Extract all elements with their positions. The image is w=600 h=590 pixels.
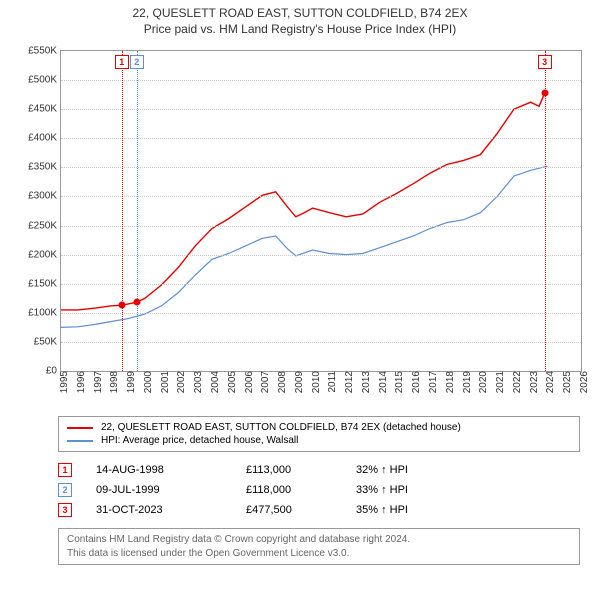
ytick-label: £350K [28, 162, 61, 173]
sale-row-marker: 1 [58, 463, 72, 477]
xtick-label: 2007 [258, 371, 271, 393]
sale-dot [541, 90, 548, 97]
ytick-label: £50K [34, 336, 61, 347]
sale-price: £118,000 [246, 484, 356, 496]
chart: £0£50K£100K£150K£200K£250K£300K£350K£400… [15, 40, 585, 410]
sale-pct: 33% ↑ HPI [356, 484, 486, 496]
legend-label: HPI: Average price, detached house, Wals… [101, 435, 298, 446]
legend-swatch [67, 427, 93, 429]
gridline [61, 80, 581, 81]
gridline [61, 226, 581, 227]
sale-row-marker: 2 [58, 483, 72, 497]
ytick-label: £100K [28, 307, 61, 318]
sale-price: £113,000 [246, 464, 356, 476]
xtick-label: 2014 [376, 371, 389, 393]
sale-vertical-line [137, 51, 138, 371]
legend-item: HPI: Average price, detached house, Wals… [67, 434, 571, 447]
legend-label: 22, QUESLETT ROAD EAST, SUTTON COLDFIELD… [101, 422, 461, 433]
ytick-label: £200K [28, 249, 61, 260]
sale-marker: 3 [538, 55, 552, 69]
sale-price: £477,500 [246, 504, 356, 516]
xtick-label: 2023 [527, 371, 540, 393]
sale-date: 14-AUG-1998 [96, 464, 246, 476]
xtick-label: 2012 [342, 371, 355, 393]
xtick-label: 2021 [493, 371, 506, 393]
ytick-label: £250K [28, 220, 61, 231]
sale-date: 09-JUL-1999 [96, 484, 246, 496]
sale-row-marker: 3 [58, 503, 72, 517]
sale-marker: 2 [130, 55, 144, 69]
sale-vertical-line [545, 51, 546, 371]
xtick-label: 2001 [158, 371, 171, 393]
sales-table: 1 14-AUG-1998£113,00032% ↑ HPI 2 09-JUL-199… [58, 460, 580, 520]
gridline [61, 109, 581, 110]
chart-title: 22, QUESLETT ROAD EAST, SUTTON COLDFIELD… [0, 0, 600, 20]
xtick-label: 2013 [359, 371, 372, 393]
xtick-label: 2026 [577, 371, 590, 393]
sale-dot [133, 299, 140, 306]
xtick-label: 1996 [74, 371, 87, 393]
xtick-label: 2010 [309, 371, 322, 393]
chart-lines [61, 51, 581, 371]
xtick-label: 2015 [392, 371, 405, 393]
xtick-label: 2022 [510, 371, 523, 393]
sale-row: 3 31-OCT-2023£477,50035% ↑ HPI [58, 500, 580, 520]
legend: 22, QUESLETT ROAD EAST, SUTTON COLDFIELD… [58, 416, 580, 452]
xtick-label: 2024 [543, 371, 556, 393]
footer-line-2: This data is licensed under the Open Gov… [67, 547, 571, 561]
ytick-label: £500K [28, 75, 61, 86]
sale-vertical-line [122, 51, 123, 371]
xtick-label: 2018 [443, 371, 456, 393]
xtick-label: 2025 [560, 371, 573, 393]
sale-dot [118, 302, 125, 309]
gridline [61, 196, 581, 197]
sale-marker: 1 [115, 55, 129, 69]
xtick-label: 2016 [409, 371, 422, 393]
ytick-label: £400K [28, 133, 61, 144]
ytick-label: £450K [28, 104, 61, 115]
xtick-label: 1997 [91, 371, 104, 393]
ytick-label: £150K [28, 278, 61, 289]
gridline [61, 313, 581, 314]
xtick-label: 2003 [191, 371, 204, 393]
ytick-label: £550K [28, 46, 61, 57]
sale-pct: 35% ↑ HPI [356, 504, 486, 516]
xtick-label: 1998 [107, 371, 120, 393]
plot-area: £0£50K£100K£150K£200K£250K£300K£350K£400… [60, 50, 582, 372]
xtick-label: 2017 [426, 371, 439, 393]
footer-line-1: Contains HM Land Registry data © Crown c… [67, 533, 571, 547]
sale-date: 31-OCT-2023 [96, 504, 246, 516]
xtick-label: 2000 [141, 371, 154, 393]
xtick-label: 2002 [174, 371, 187, 393]
sale-row: 1 14-AUG-1998£113,00032% ↑ HPI [58, 460, 580, 480]
xtick-label: 1995 [57, 371, 70, 393]
xtick-label: 2009 [292, 371, 305, 393]
gridline [61, 167, 581, 168]
series-line [61, 93, 548, 310]
xtick-label: 2004 [208, 371, 221, 393]
legend-item: 22, QUESLETT ROAD EAST, SUTTON COLDFIELD… [67, 421, 571, 434]
chart-subtitle: Price paid vs. HM Land Registry's House … [0, 20, 600, 40]
gridline [61, 342, 581, 343]
legend-swatch [67, 440, 93, 442]
gridline [61, 138, 581, 139]
xtick-label: 2019 [460, 371, 473, 393]
xtick-label: 2006 [242, 371, 255, 393]
gridline [61, 255, 581, 256]
xtick-label: 2020 [476, 371, 489, 393]
footer: Contains HM Land Registry data © Crown c… [58, 528, 580, 565]
xtick-label: 2005 [225, 371, 238, 393]
gridline [61, 284, 581, 285]
xtick-label: 2011 [325, 371, 338, 393]
sale-row: 2 09-JUL-1999£118,00033% ↑ HPI [58, 480, 580, 500]
ytick-label: £300K [28, 191, 61, 202]
sale-pct: 32% ↑ HPI [356, 464, 486, 476]
xtick-label: 1999 [124, 371, 137, 393]
xtick-label: 2008 [275, 371, 288, 393]
